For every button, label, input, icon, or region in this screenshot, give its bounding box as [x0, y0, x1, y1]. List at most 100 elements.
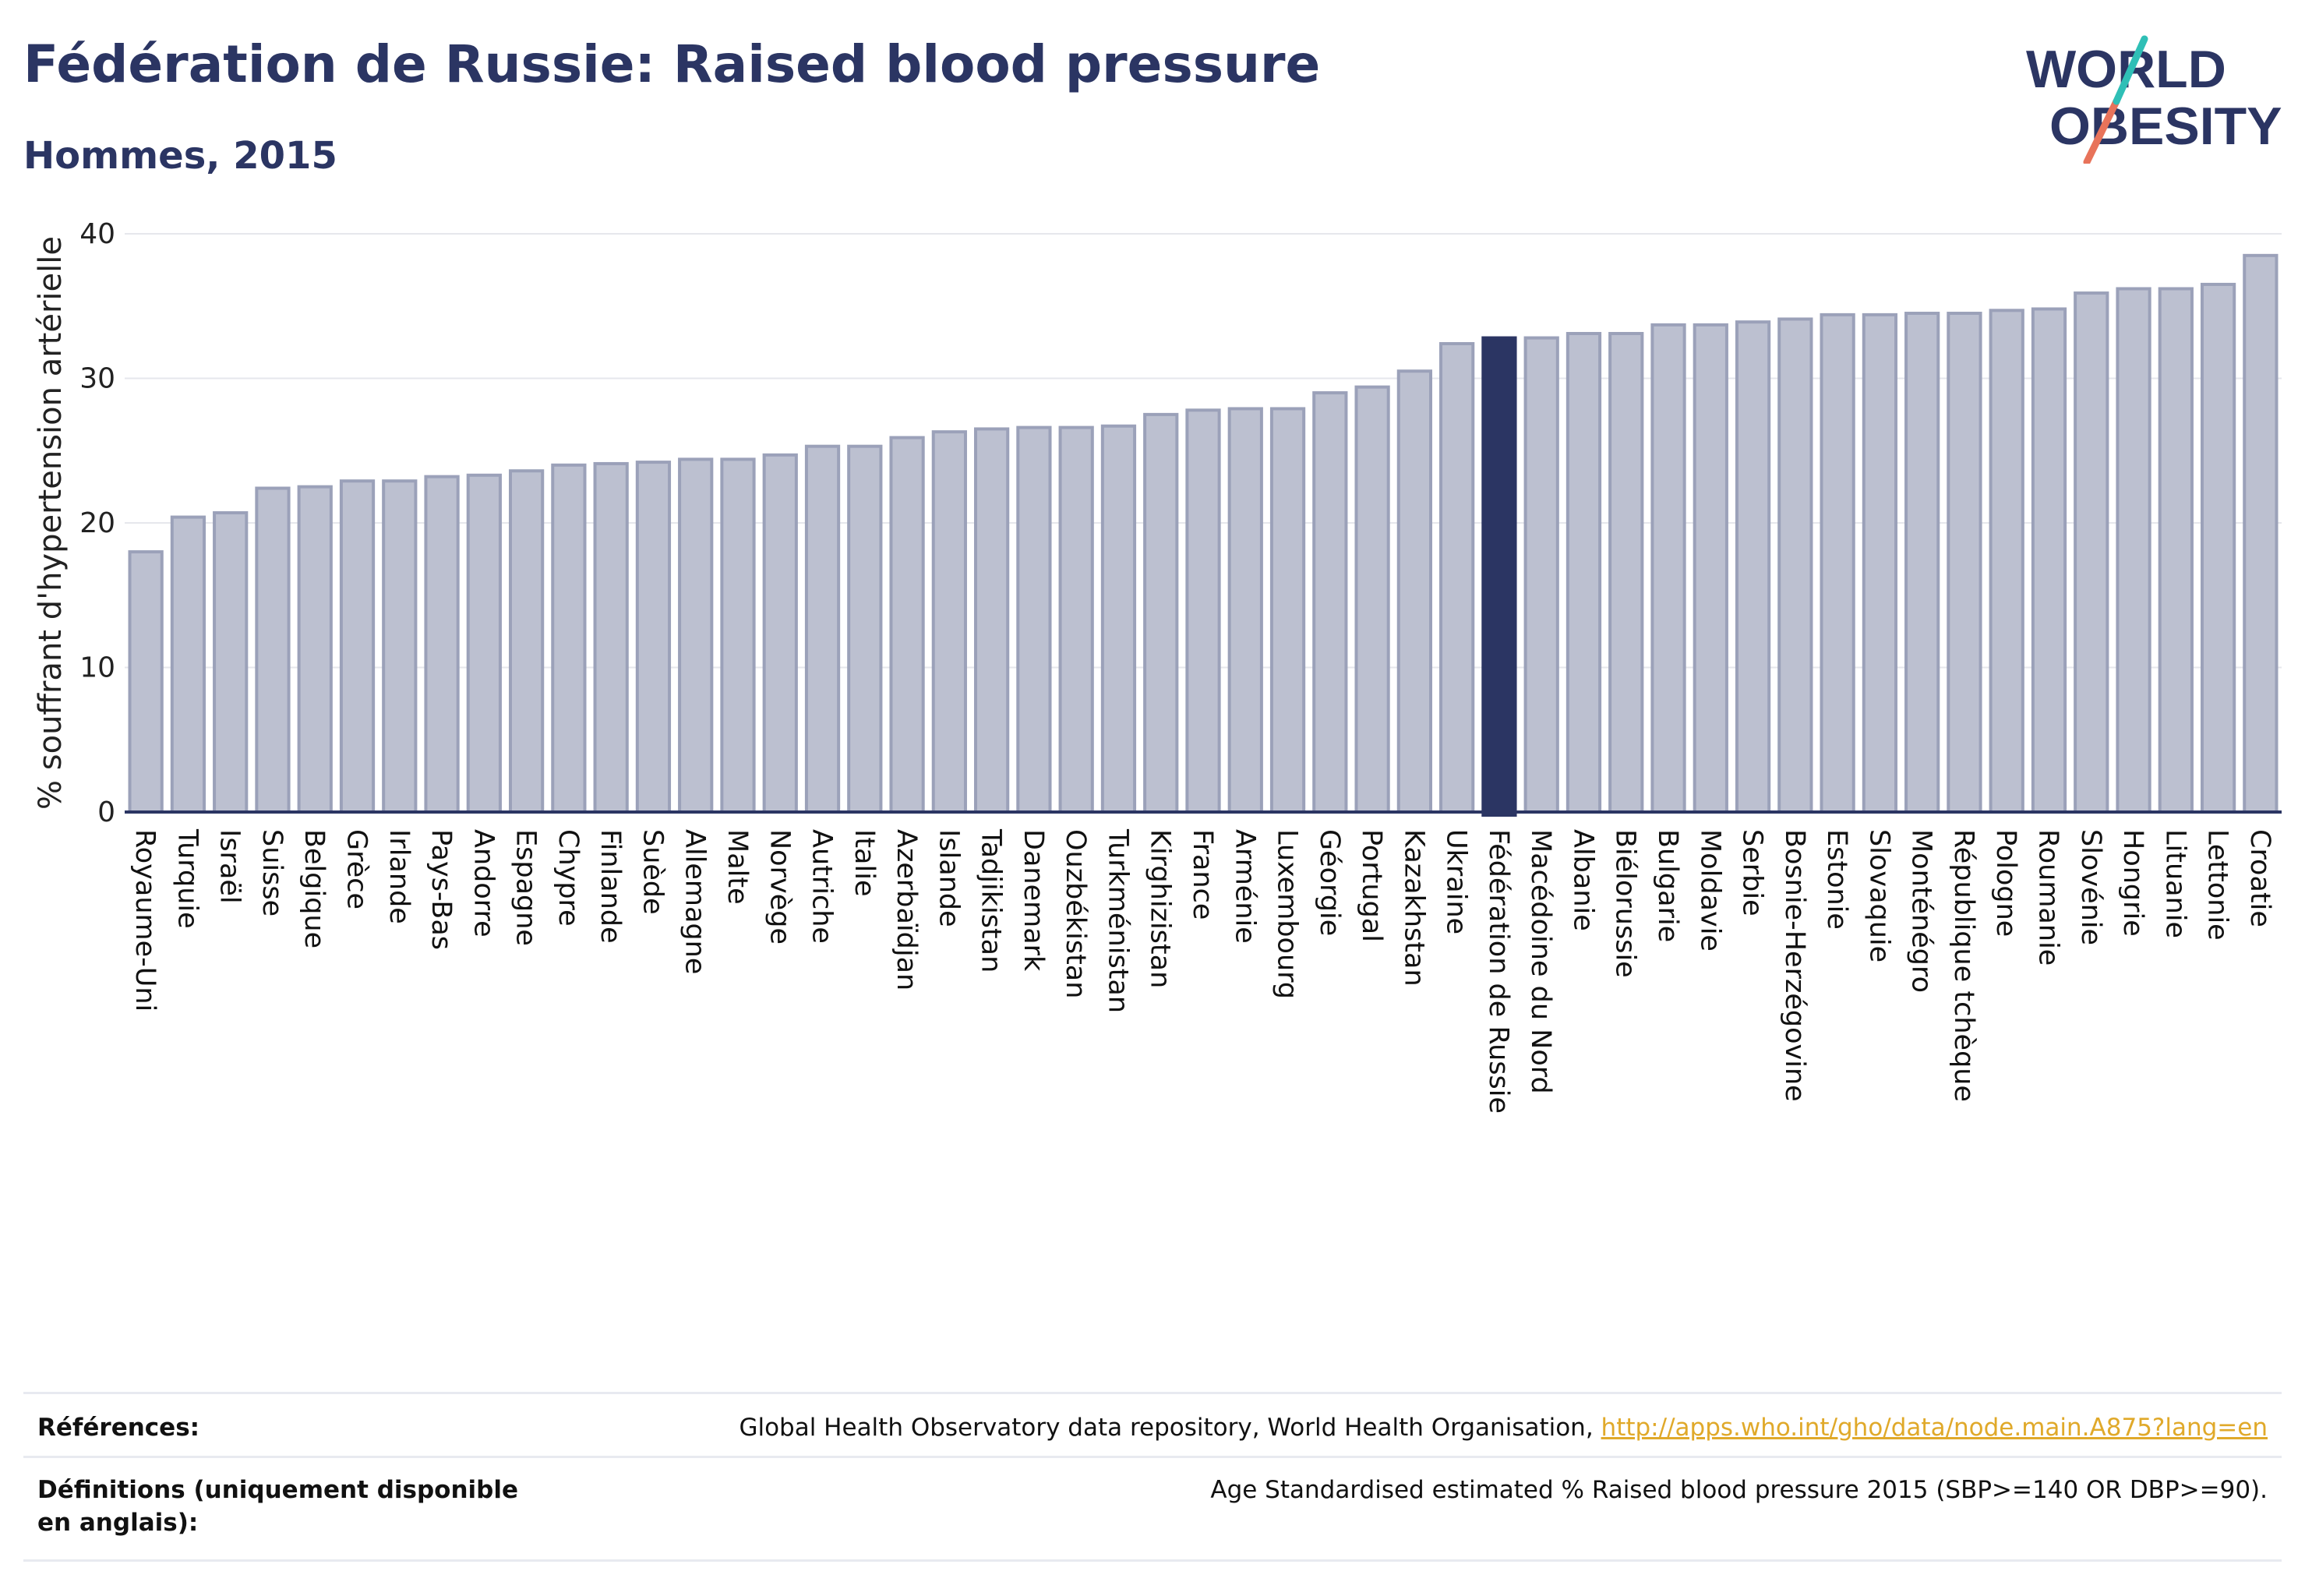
- x-tick-label: Royaume-Uni: [129, 829, 161, 1012]
- references-row: Références: Global Health Observatory da…: [23, 1392, 2282, 1458]
- x-tick-label: Kirghizistan: [1145, 829, 1176, 988]
- y-tick-label: 20: [79, 507, 115, 539]
- bar: [1269, 407, 1306, 814]
- bar: [1777, 317, 1813, 814]
- bar: [720, 457, 756, 814]
- x-tick-label: Luxembourg: [1272, 829, 1303, 999]
- bar: [339, 479, 376, 814]
- bar: [804, 444, 841, 814]
- bar: [1312, 391, 1348, 814]
- x-tick-label: Danemark: [1018, 829, 1049, 972]
- world-obesity-logo: WORLD OBESITY: [2026, 35, 2282, 164]
- x-tick-label: Tadjikistan: [976, 828, 1007, 973]
- x-tick-label: Italie: [849, 829, 880, 896]
- x-tick-label: Kazakhstan: [1398, 829, 1429, 987]
- bar-highlight: [1481, 336, 1517, 817]
- bar: [382, 479, 418, 814]
- x-tick-label: République tchèque: [1948, 829, 1979, 1102]
- x-tick-label: Norvège: [764, 829, 795, 945]
- x-tick-label: Espagne: [510, 829, 542, 946]
- bar: [2200, 282, 2236, 814]
- bar: [931, 430, 967, 814]
- references-link[interactable]: http://apps.who.int/gho/data/node.main.A…: [1601, 1414, 2268, 1442]
- x-tick-label: Biélorussie: [1610, 829, 1641, 978]
- x-tick-label: Croatie: [2244, 829, 2275, 927]
- x-tick-label: Slovénie: [2075, 829, 2106, 945]
- bar: [847, 444, 883, 814]
- bar: [466, 473, 502, 814]
- bar: [2243, 253, 2279, 814]
- bar: [213, 511, 249, 814]
- x-tick-label: Andorre: [468, 829, 499, 937]
- x-tick-label: Slovaquie: [1863, 829, 1894, 962]
- logo-slash-upper: [2113, 35, 2148, 105]
- y-tick-label: 40: [79, 218, 115, 250]
- bar: [593, 461, 629, 814]
- x-tick-label: Lettonie: [2202, 829, 2233, 941]
- y-tick-label: 10: [79, 652, 115, 684]
- bar: [1989, 309, 2024, 814]
- x-tick-label: Serbie: [1737, 829, 1768, 916]
- x-tick-label: Portugal: [1356, 829, 1387, 942]
- bar: [255, 486, 291, 814]
- x-tick-label: Chypre: [552, 829, 584, 927]
- x-tick-label: Finlande: [595, 829, 626, 944]
- x-tick-label: Lituanie: [2159, 829, 2190, 938]
- bar: [1820, 312, 1855, 814]
- bar: [2116, 287, 2151, 814]
- x-tick-label: Azerbaïdjan: [891, 829, 922, 990]
- bar: [1396, 369, 1432, 814]
- y-axis-label: % souffrant d'hypertension artérielle: [33, 236, 69, 810]
- bar: [170, 515, 206, 814]
- logo-slash-lower: [2083, 97, 2120, 164]
- definitions-row: Définitions (uniquement disponible en an…: [23, 1456, 2282, 1562]
- x-tick-label: Turquie: [171, 828, 203, 929]
- bar: [974, 427, 1010, 814]
- chart-title: Fédération de Russie: Raised blood press…: [23, 34, 1321, 94]
- bar: [678, 457, 714, 814]
- bar: [1185, 408, 1221, 814]
- bar: [1143, 412, 1179, 814]
- bar: [1439, 341, 1475, 814]
- x-tick-label: Suède: [637, 829, 668, 915]
- bar: [2074, 291, 2109, 814]
- bar: [1354, 385, 1390, 814]
- x-tick-label: Allemagne: [679, 829, 711, 974]
- x-tick-label: Moldavie: [1694, 829, 1725, 952]
- x-tick-label: France: [1187, 829, 1218, 920]
- bar: [1693, 323, 1728, 814]
- x-tick-label: Hongrie: [2117, 829, 2148, 937]
- bar: [1650, 323, 1686, 814]
- bar: [1565, 331, 1602, 814]
- definitions-value: Age Standardised estimated % Raised bloo…: [1210, 1476, 2268, 1504]
- x-tick-label: Islande: [933, 829, 964, 927]
- bar: [2158, 287, 2194, 814]
- x-tick-label: Malte: [722, 829, 753, 905]
- logo-line1: WORLD: [2026, 40, 2226, 99]
- bar: [635, 461, 672, 814]
- bar: [551, 463, 587, 814]
- references-text: Global Health Observatory data repositor…: [739, 1414, 1601, 1442]
- x-tick-label: Bulgarie: [1652, 829, 1683, 942]
- x-tick-label: Roumanie: [2032, 829, 2063, 966]
- x-tick-label: Belgique: [298, 829, 330, 948]
- y-tick-label: 0: [97, 796, 115, 828]
- bar: [508, 469, 545, 814]
- bar: [1862, 312, 1898, 814]
- footer: Références: Global Health Observatory da…: [23, 1392, 2282, 1562]
- x-tick-label: Ukraine: [1441, 829, 1472, 934]
- x-tick-label: Géorgie: [1314, 829, 1345, 936]
- references-label: Références:: [37, 1414, 200, 1442]
- bar: [2031, 307, 2067, 814]
- definitions-label: Définitions (uniquement disponible en an…: [37, 1476, 519, 1537]
- x-tick-label: Pologne: [1990, 829, 2021, 937]
- bar: [128, 550, 164, 814]
- x-tick-label: Pays-Bas: [425, 829, 457, 950]
- x-tick-label: Turkménistan: [1102, 828, 1133, 1013]
- x-tick-label: Macédoine du Nord: [1525, 829, 1556, 1094]
- bar: [297, 485, 333, 814]
- bar: [1608, 331, 1644, 814]
- x-tick-label: Bosnie-Herzégovine: [1779, 829, 1810, 1102]
- x-tick-label: Ouzbékistan: [1060, 829, 1091, 998]
- y-tick-label: 30: [79, 363, 115, 395]
